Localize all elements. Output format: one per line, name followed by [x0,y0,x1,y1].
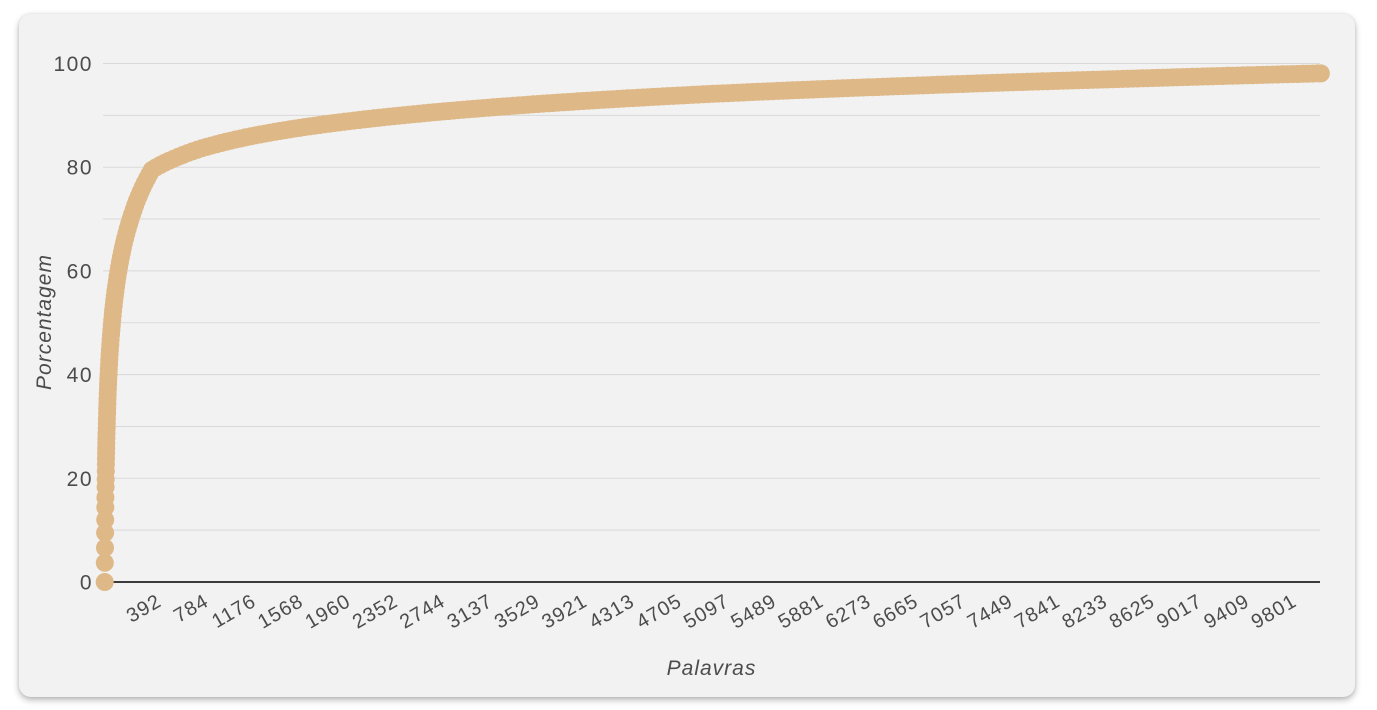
x-tick-label: 392 [123,590,166,627]
x-tick-label: 1568 [254,590,307,633]
y-tick-label: 80 [67,157,93,180]
x-tick-label: 2352 [349,590,402,633]
x-tick-label: 5881 [775,590,828,633]
x-tick-label: 6273 [822,590,875,633]
x-tick-label: 1176 [208,590,260,633]
x-tick-label: 8233 [1058,590,1111,633]
y-tick-label: 0 [80,572,93,595]
x-tick-label: 5489 [727,590,780,633]
y-tick-label: 20 [67,468,93,491]
x-tick-label: 9801 [1248,590,1301,633]
x-tick-label: 7841 [1011,590,1064,633]
y-tick-label: 40 [67,364,93,387]
x-tick-label: 1960 [302,590,355,633]
x-tick-label: 6665 [869,590,922,633]
x-tick-label: 3529 [491,590,544,633]
data-points [95,64,1330,591]
x-tick-label: 9409 [1200,590,1253,633]
x-tick-label: 4705 [633,590,686,633]
x-tick-labels: 392 7841176156819602352274431373529392143… [123,590,1301,633]
gridlines [103,63,1320,531]
x-tick-label: 2744 [396,590,449,633]
x-tick-label: 784 [170,590,213,627]
x-tick-label: 8625 [1106,590,1159,633]
x-tick-label: 9017 [1153,590,1206,633]
x-tick-label: 7057 [917,590,970,633]
x-tick-label: 3921 [538,590,591,633]
y-tick-label: 60 [67,260,93,283]
y-tick-labels: 0 20 40 60 80 100 [53,53,93,595]
x-tick-label: 7449 [964,590,1017,633]
x-tick-label: 5097 [680,590,733,633]
x-tick-label: 4313 [586,590,639,633]
chart-panel [19,14,1355,697]
y-tick-label: 100 [53,53,93,76]
x-tick-label: 3137 [444,590,497,633]
